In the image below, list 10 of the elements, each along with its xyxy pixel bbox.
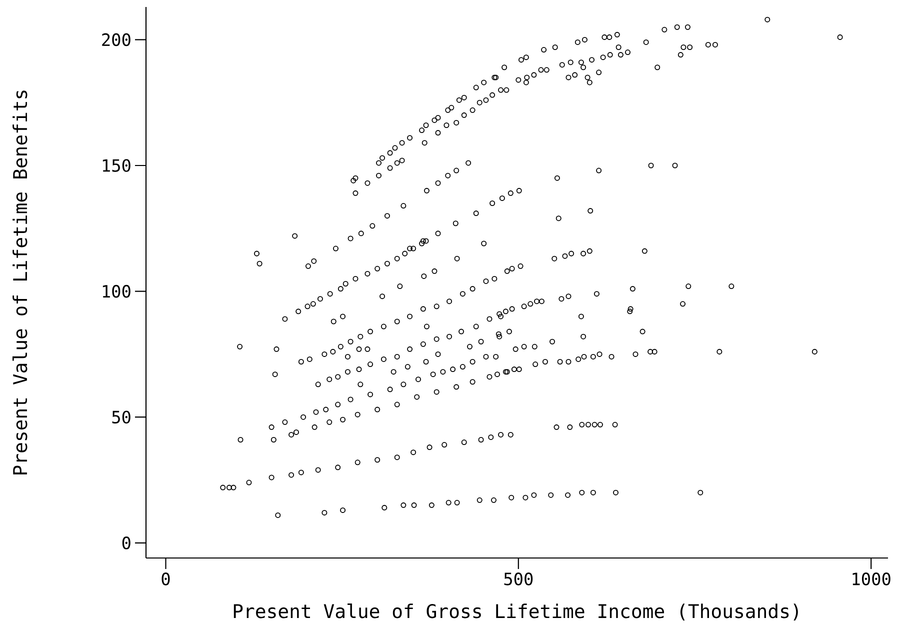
- y-tick-label: 200: [102, 33, 130, 46]
- y-axis-title: Present Value of Lifetime Benefits: [12, 90, 28, 474]
- y-tick-label: 100: [102, 284, 130, 298]
- x-tick-label: 1000: [852, 572, 890, 586]
- y-tick-label: 50: [112, 410, 130, 424]
- y-tick-label: 0: [122, 536, 130, 550]
- x-tick-label: 0: [162, 572, 170, 586]
- x-axis-title: Present Value of Gross Lifetime Income (Thousands): [234, 604, 798, 620]
- y-tick-label: 150: [102, 159, 130, 172]
- x-tick-label: 500: [504, 572, 533, 586]
